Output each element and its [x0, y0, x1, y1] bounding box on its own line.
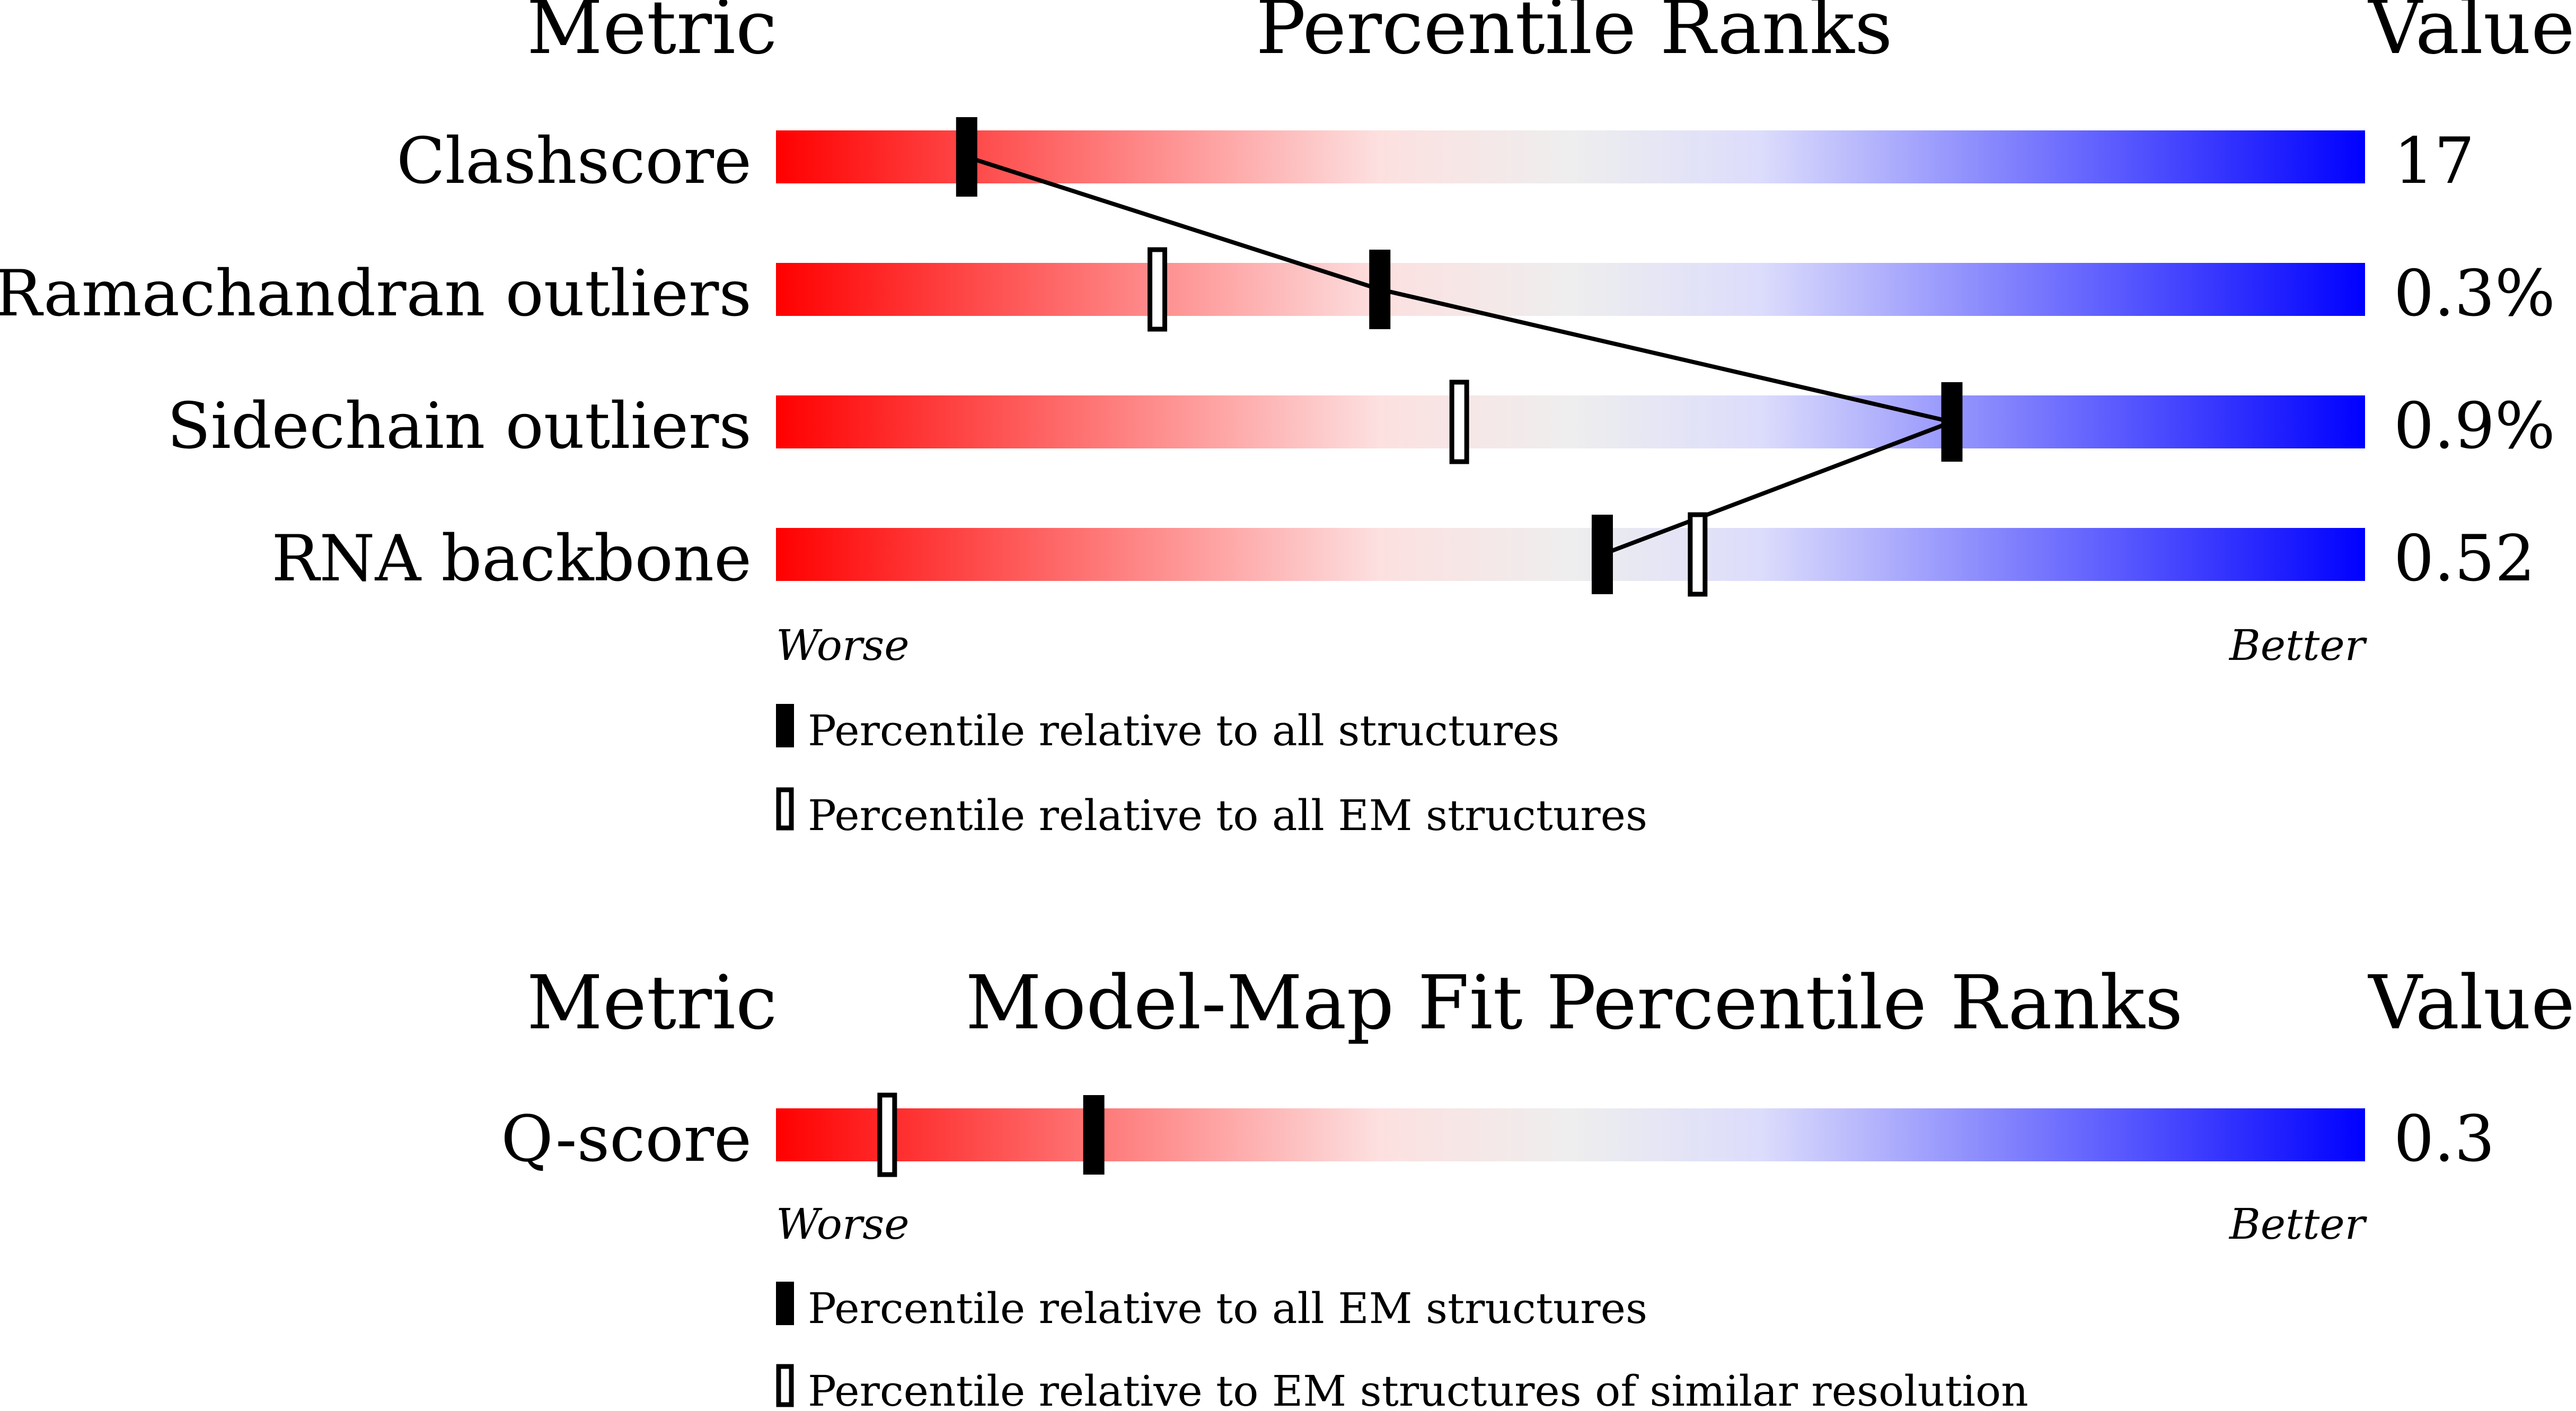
row-label: RNA backbone	[271, 522, 752, 596]
percentile-bar	[776, 130, 2365, 183]
row-value: 0.52	[2394, 522, 2535, 596]
all-percentile-marker	[1591, 515, 1613, 594]
panel2-title: Model-Map Fit Percentile Ranks	[965, 960, 2183, 1046]
em-percentile-marker	[1148, 247, 1168, 332]
all-percentile-marker	[1941, 382, 1963, 462]
panel2-metric-header: Metric	[527, 960, 778, 1046]
open-marker-icon	[776, 787, 794, 831]
legend-label: Percentile relative to all EM structures	[808, 791, 1647, 840]
open-marker-icon	[776, 1364, 794, 1407]
worse-label: Worse	[776, 1200, 910, 1249]
row-label: Q-score	[501, 1103, 752, 1176]
percentile-bar	[776, 528, 2365, 581]
percentile-bar	[776, 1108, 2365, 1161]
row-value: 17	[2394, 125, 2475, 198]
better-label: Better	[2228, 621, 2368, 670]
better-label: Better	[2228, 1200, 2368, 1249]
em-percentile-marker	[877, 1092, 897, 1177]
percentile-bar	[776, 263, 2365, 316]
legend-label: Percentile relative to all structures	[808, 706, 1559, 755]
em-percentile-marker	[1688, 512, 1708, 597]
row-value: 0.3%	[2394, 257, 2555, 331]
em-percentile-marker	[1449, 380, 1469, 464]
filled-marker-icon	[776, 704, 794, 747]
percentile-bar	[776, 395, 2365, 448]
all-percentile-marker	[956, 117, 977, 197]
panel1-title: Percentile Ranks	[1256, 0, 1892, 71]
row-label: Clashscore	[396, 125, 752, 198]
percentile-markers	[877, 1092, 1105, 1177]
percentile-markers	[956, 117, 1963, 597]
filled-marker-icon	[776, 1282, 794, 1325]
percentile-connector-line	[966, 155, 1960, 557]
panel2-value-header: Value	[2367, 960, 2575, 1046]
panel1-metric-header: Metric	[527, 0, 778, 71]
all-percentile-marker	[1083, 1095, 1105, 1175]
worse-label: Worse	[776, 621, 910, 670]
all-percentile-marker	[1369, 250, 1391, 329]
row-value: 0.9%	[2394, 390, 2555, 463]
panel1-value-header: Value	[2367, 0, 2575, 71]
legend-label: Percentile relative to all EM structures	[808, 1284, 1647, 1333]
legend-label: Percentile relative to EM structures of …	[808, 1366, 2028, 1411]
row-value: 0.3	[2394, 1103, 2495, 1176]
row-label: Ramachandran outliers	[0, 257, 752, 331]
row-label: Sidechain outliers	[167, 390, 752, 463]
